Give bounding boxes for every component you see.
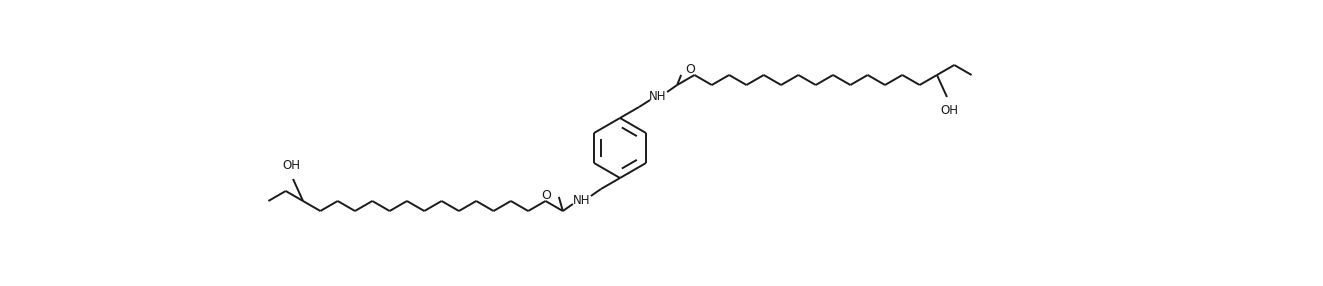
Text: NH: NH [650, 90, 667, 102]
Text: NH: NH [573, 194, 590, 206]
Text: O: O [685, 63, 695, 76]
Text: O: O [541, 189, 550, 202]
Text: OH: OH [939, 104, 958, 117]
Text: OH: OH [282, 159, 300, 172]
